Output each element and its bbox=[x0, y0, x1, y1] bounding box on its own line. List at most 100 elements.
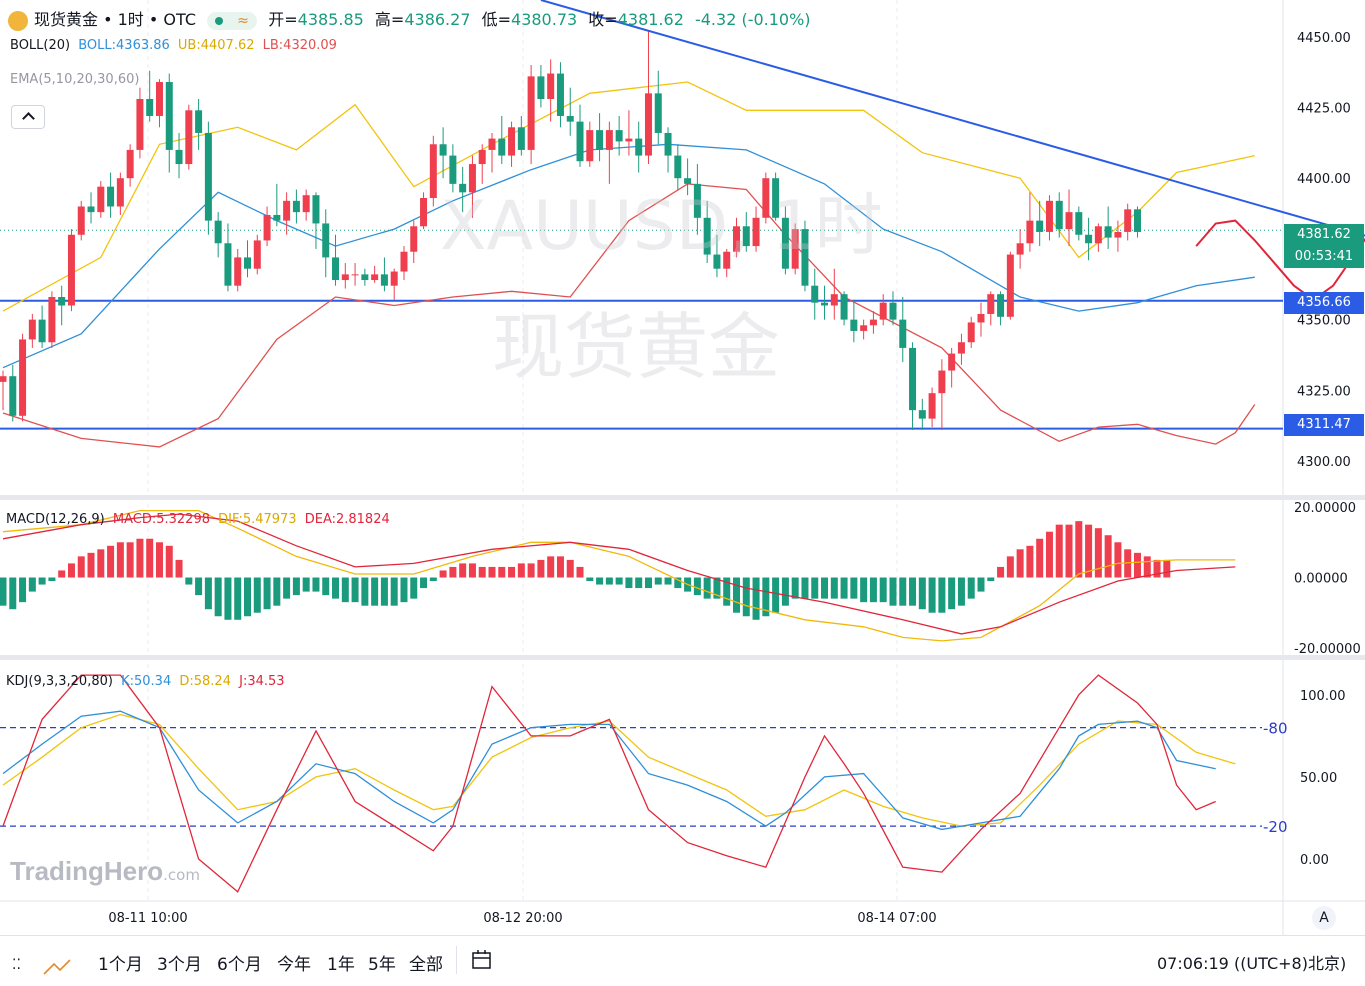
clock-timezone[interactable]: 07:06:19 ((UTC+8)北京) bbox=[1157, 954, 1347, 973]
candle-body bbox=[58, 297, 66, 306]
kdj-legend[interactable]: KDJ(9,3,3,20,80) K:50.34 D:58.24 J:34.53 bbox=[6, 674, 285, 689]
candle-body bbox=[1094, 226, 1102, 244]
candle-body bbox=[879, 302, 887, 320]
close-value: 4381.62 bbox=[617, 10, 684, 29]
macd-legend[interactable]: MACD(12,26,9) MACD:5.32298 DIF:5.47973 D… bbox=[6, 512, 390, 527]
macd-bar bbox=[48, 577, 56, 582]
exchange-label: OTC bbox=[163, 10, 197, 29]
candle-body bbox=[380, 274, 388, 286]
macd-bar bbox=[87, 552, 95, 578]
macd-bar bbox=[185, 577, 193, 585]
macd-bar bbox=[97, 549, 105, 578]
collapse-legend-button[interactable] bbox=[11, 105, 45, 129]
range-1m[interactable]: 1个月 bbox=[98, 955, 143, 975]
drawing-tool-icon[interactable] bbox=[40, 956, 74, 978]
candle-body bbox=[107, 186, 115, 207]
macd-bar bbox=[263, 577, 271, 610]
auto-scale-button[interactable]: A bbox=[1312, 906, 1336, 930]
macd-bar bbox=[332, 577, 340, 599]
macd-bar bbox=[664, 577, 672, 585]
macd-bar bbox=[997, 566, 1005, 578]
macd-bar bbox=[791, 577, 799, 599]
macd-bar bbox=[948, 577, 956, 610]
macd-bar bbox=[400, 577, 408, 603]
range-ytd[interactable]: 今年 bbox=[277, 955, 311, 975]
high-label: 高= bbox=[374, 10, 405, 29]
candle-body bbox=[781, 217, 789, 269]
macd-bar bbox=[1143, 556, 1151, 578]
candle-body bbox=[146, 99, 154, 116]
range-5y[interactable]: 5年 bbox=[368, 955, 396, 975]
price-tick-label: 4300.00 bbox=[1297, 455, 1351, 470]
macd-bar bbox=[155, 542, 163, 578]
macd-bar bbox=[478, 566, 486, 578]
macd-bar bbox=[772, 577, 780, 613]
interval-label[interactable]: 1时 bbox=[117, 10, 144, 29]
candle-body bbox=[537, 76, 545, 99]
candle-body bbox=[439, 144, 447, 156]
price-chart[interactable]: 4300.00 4325.00 4350.00 4400.00 4425.00 4450.… bbox=[0, 0, 1365, 935]
drag-handle-icon[interactable]: ⁚⁚ bbox=[12, 957, 21, 973]
approx-icon: ≈ bbox=[237, 12, 249, 29]
price-tick-label: 4350.00 bbox=[1297, 314, 1351, 329]
market-status-pill[interactable]: ≈ bbox=[207, 11, 258, 30]
macd-bar bbox=[116, 542, 124, 578]
kdj-tick-label: 50.00 bbox=[1300, 771, 1337, 786]
candle-body bbox=[273, 214, 281, 221]
downtrend-line bbox=[540, 0, 1365, 237]
candle-body bbox=[185, 110, 193, 165]
boll-legend[interactable]: BOLL(20) BOLL:4363.86 UB:4407.62 LB:4320… bbox=[10, 38, 337, 53]
macd-bar bbox=[576, 566, 584, 578]
ema-name: EMA(5,10,20,30,60) bbox=[10, 72, 140, 87]
macd-bar bbox=[879, 577, 887, 603]
candle-body bbox=[987, 294, 995, 314]
candle-body bbox=[195, 110, 203, 133]
range-6m[interactable]: 6个月 bbox=[217, 955, 262, 975]
macd-bar bbox=[371, 577, 379, 606]
pane-separator bbox=[0, 655, 1365, 660]
candle-body bbox=[9, 376, 17, 416]
d-value: D:58.24 bbox=[179, 674, 231, 689]
high-value: 4386.27 bbox=[404, 10, 471, 29]
gold-coin-icon bbox=[8, 10, 28, 31]
macd-bar bbox=[1016, 549, 1024, 578]
ema-legend[interactable]: EMA(5,10,20,30,60) bbox=[10, 72, 139, 87]
macd-bar bbox=[1055, 524, 1063, 578]
candle-body bbox=[948, 353, 956, 371]
candle-body bbox=[654, 93, 662, 133]
candle-body bbox=[302, 195, 310, 213]
macd-bar bbox=[429, 577, 437, 582]
boll-name: BOLL(20) bbox=[10, 38, 71, 53]
candle-body bbox=[341, 274, 349, 281]
date-range-icon[interactable] bbox=[470, 948, 494, 972]
candle-body bbox=[253, 240, 261, 269]
candle-body bbox=[957, 342, 965, 354]
macd-bar bbox=[312, 577, 320, 592]
candle-body bbox=[263, 214, 271, 241]
macd-bar bbox=[488, 566, 496, 578]
countdown-tag: 00:53:41 bbox=[1284, 246, 1364, 268]
dif-value: DIF:5.47973 bbox=[218, 512, 297, 527]
symbol-header: 现货黄金 • 1时 • OTC ≈ 开=4385.85 高=4386.27 低=… bbox=[8, 8, 811, 32]
boll-lb-value: LB:4320.09 bbox=[262, 38, 337, 53]
macd-name: MACD(12,26,9) bbox=[6, 512, 105, 527]
candle-body bbox=[674, 155, 682, 179]
candle-body bbox=[909, 347, 917, 411]
symbol-name[interactable]: 现货黄金 bbox=[34, 10, 99, 29]
macd-bar bbox=[214, 577, 222, 617]
macd-bar bbox=[517, 563, 525, 578]
range-all[interactable]: 全部 bbox=[409, 955, 443, 975]
macd-bar bbox=[0, 577, 7, 606]
candle-body bbox=[605, 130, 613, 150]
macd-bar bbox=[1133, 552, 1141, 578]
macd-bar bbox=[781, 577, 789, 606]
candle-body bbox=[713, 254, 721, 269]
range-3m[interactable]: 3个月 bbox=[157, 955, 202, 975]
macd-bar bbox=[733, 577, 740, 613]
range-1y[interactable]: 1年 bbox=[327, 955, 355, 975]
candle-body bbox=[1124, 209, 1132, 232]
macd-bar bbox=[860, 577, 868, 603]
macd-bar bbox=[390, 577, 398, 606]
k-value: K:50.34 bbox=[121, 674, 172, 689]
